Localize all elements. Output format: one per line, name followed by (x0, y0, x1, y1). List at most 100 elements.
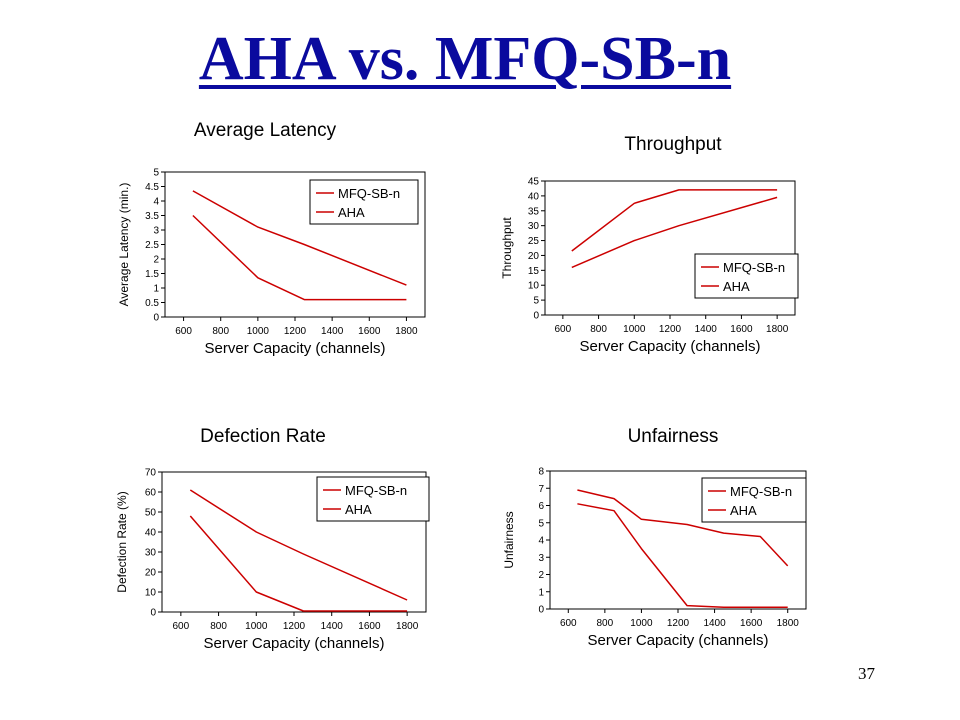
y-tick-label: 40 (145, 528, 157, 539)
y-axis-label: Throughput (500, 217, 514, 279)
y-tick-label: 0.5 (145, 298, 159, 309)
y-tick-label: 0 (538, 605, 544, 616)
y-tick-label: 40 (528, 191, 540, 202)
y-axis-label: Defection Rate (%) (115, 491, 129, 592)
y-tick-label: 50 (145, 508, 157, 519)
x-tick-label: 1200 (283, 621, 306, 632)
legend-box (316, 476, 430, 522)
chart-title: Defection Rate (200, 426, 326, 447)
latency-chart: Average Latency 0 0.5 1 1.5 2 2.5 3 3.5 4 4.5 5 600 8… (117, 120, 426, 357)
x-tick-label: 1000 (630, 618, 653, 629)
x-tick-label: 800 (212, 326, 229, 337)
legend-label: AHA (730, 503, 757, 518)
y-tick-label: 30 (528, 221, 540, 232)
series-line-aha (192, 214, 407, 301)
x-tick-label: 1400 (321, 326, 344, 337)
legend-box (694, 253, 799, 299)
y-tick-label: 3 (153, 226, 159, 237)
series-line-aha (189, 515, 408, 612)
y-tick-label: 30 (145, 548, 157, 559)
x-tick-label: 600 (555, 324, 572, 335)
y-tick-label: 0 (150, 608, 156, 619)
y-tick-label: 0 (153, 313, 159, 324)
x-tick-label: 1000 (247, 326, 270, 337)
x-tick-label: 1000 (623, 324, 646, 335)
x-tick-label: 800 (590, 324, 607, 335)
x-tick-label: 1000 (245, 621, 268, 632)
y-tick-label: 1 (538, 587, 544, 598)
y-tick-label: 1 (153, 284, 159, 295)
x-tick-label: 1800 (396, 621, 419, 632)
y-tick-label: 35 (528, 206, 540, 217)
y-axis-label: Unfairness (502, 511, 516, 568)
series-line-mfq-sb-n (189, 489, 408, 601)
y-tick-label: 1.5 (145, 269, 159, 280)
y-tick-label: 45 (528, 177, 540, 188)
legend-label: MFQ-SB-n (730, 484, 792, 499)
series-line-mfq-sb-n (571, 189, 778, 252)
x-tick-label: 1800 (777, 618, 800, 629)
y-tick-label: 6 (538, 501, 544, 512)
y-tick-label: 5 (153, 168, 159, 179)
series-line-aha (571, 196, 778, 269)
y-tick-label: 70 (145, 468, 157, 479)
x-tick-label: 800 (210, 621, 227, 632)
series-line-mfq-sb-n (577, 489, 789, 567)
throughput-chart: Throughput 0 5 10 15 20 25 30 35 40 45 600 800 1000 12… (500, 134, 799, 355)
y-tick-label: 8 (538, 467, 544, 478)
x-tick-label: 1200 (284, 326, 307, 337)
x-axis-label: Server Capacity (channels) (205, 340, 386, 357)
x-tick-label: 1800 (395, 326, 418, 337)
page-number: 37 (858, 664, 875, 683)
unfairness-chart: Unfairness 0 1 2 3 4 5 6 7 8 600 800 1000 1200 1400 160… (502, 426, 807, 649)
y-tick-label: 2 (153, 255, 159, 266)
x-tick-label: 600 (173, 621, 190, 632)
x-tick-label: 1600 (740, 618, 763, 629)
x-tick-label: 1400 (695, 324, 718, 335)
y-tick-label: 3 (538, 553, 544, 564)
legend-label: AHA (338, 205, 365, 220)
x-tick-label: 1400 (321, 621, 344, 632)
x-tick-label: 1600 (730, 324, 753, 335)
x-tick-label: 600 (560, 618, 577, 629)
y-tick-label: 2 (538, 570, 544, 581)
y-tick-label: 7 (538, 484, 544, 495)
defection-rate-chart: Defection Rate 0 10 20 30 40 50 60 70 600 800 1000 1… (115, 426, 430, 652)
legend-label: AHA (723, 279, 750, 294)
y-tick-label: 20 (145, 568, 157, 579)
x-tick-label: 600 (175, 326, 192, 337)
x-axis-label: Server Capacity (channels) (588, 632, 769, 649)
series-line-aha (577, 503, 788, 609)
y-tick-label: 10 (145, 588, 157, 599)
x-tick-label: 800 (597, 618, 614, 629)
y-tick-label: 4 (153, 197, 159, 208)
y-tick-label: 5 (538, 518, 544, 529)
x-tick-label: 1600 (358, 621, 381, 632)
x-axis-label: Server Capacity (channels) (204, 635, 385, 652)
x-tick-label: 1200 (659, 324, 682, 335)
y-tick-label: 15 (528, 266, 540, 277)
y-tick-label: 2.5 (145, 240, 159, 251)
legend-label: AHA (345, 502, 372, 517)
y-tick-label: 20 (528, 251, 540, 262)
y-tick-label: 3.5 (145, 211, 159, 222)
series-line-mfq-sb-n (192, 190, 407, 286)
y-tick-label: 10 (528, 281, 540, 292)
legend-box (309, 179, 419, 225)
x-tick-label: 1200 (667, 618, 690, 629)
x-axis-label: Server Capacity (channels) (580, 338, 761, 355)
legend-label: MFQ-SB-n (345, 483, 407, 498)
chart-title: Throughput (624, 134, 722, 155)
x-tick-label: 1800 (766, 324, 789, 335)
y-tick-label: 4 (538, 536, 544, 547)
chart-title: Average Latency (194, 120, 337, 141)
legend-box (701, 477, 807, 523)
y-axis-label: Average Latency (min.) (117, 183, 131, 307)
y-tick-label: 60 (145, 488, 157, 499)
legend-label: MFQ-SB-n (338, 186, 400, 201)
x-tick-label: 1400 (703, 618, 726, 629)
slide-title: AHA vs. MFQ-SB-n (198, 25, 732, 93)
y-tick-label: 25 (528, 236, 540, 247)
y-tick-label: 4.5 (145, 182, 159, 193)
chart-title: Unfairness (628, 426, 719, 447)
